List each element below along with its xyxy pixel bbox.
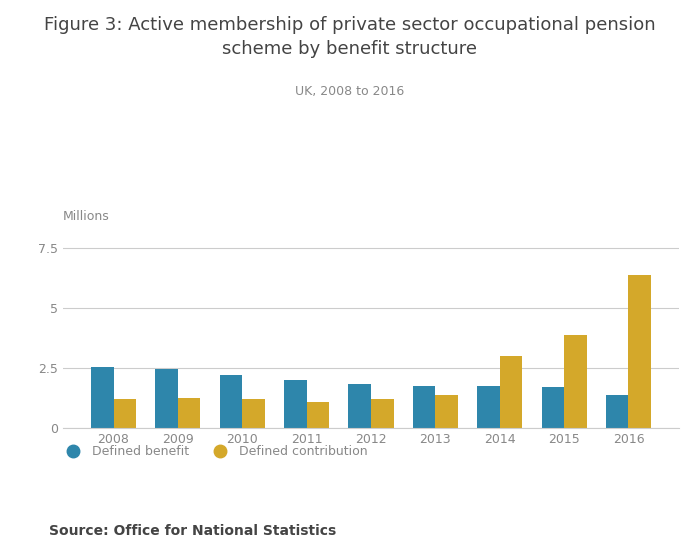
Bar	[500, 356, 522, 428]
Bar	[435, 395, 458, 428]
Bar	[307, 402, 329, 428]
Bar	[155, 369, 178, 428]
Text: Figure 3: Active membership of private sector occupational pension
scheme by ben: Figure 3: Active membership of private s…	[44, 16, 656, 58]
Bar	[629, 274, 651, 428]
Bar	[477, 386, 500, 428]
Bar	[220, 376, 242, 428]
Bar	[91, 367, 113, 428]
Bar	[178, 398, 200, 428]
Bar	[349, 384, 371, 428]
Text: UK, 2008 to 2016: UK, 2008 to 2016	[295, 85, 405, 98]
Legend: Defined benefit, Defined contribution: Defined benefit, Defined contribution	[55, 440, 372, 463]
Bar	[371, 400, 393, 428]
Text: Source: Office for National Statistics: Source: Office for National Statistics	[49, 524, 336, 538]
Bar	[564, 334, 587, 428]
Bar	[242, 400, 265, 428]
Bar	[542, 388, 564, 428]
Text: Millions: Millions	[63, 210, 110, 223]
Bar	[113, 400, 136, 428]
Bar	[606, 395, 629, 428]
Bar	[413, 386, 435, 428]
Bar	[284, 380, 307, 428]
